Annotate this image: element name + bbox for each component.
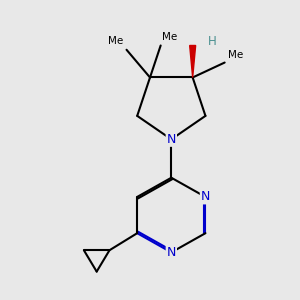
Text: H: H xyxy=(208,35,216,48)
Text: Me: Me xyxy=(161,32,177,42)
Text: N: N xyxy=(167,133,176,146)
Text: Me: Me xyxy=(228,50,243,60)
Text: N: N xyxy=(167,246,176,259)
Polygon shape xyxy=(190,46,196,77)
Text: N: N xyxy=(201,190,210,203)
Text: Me: Me xyxy=(108,36,123,46)
